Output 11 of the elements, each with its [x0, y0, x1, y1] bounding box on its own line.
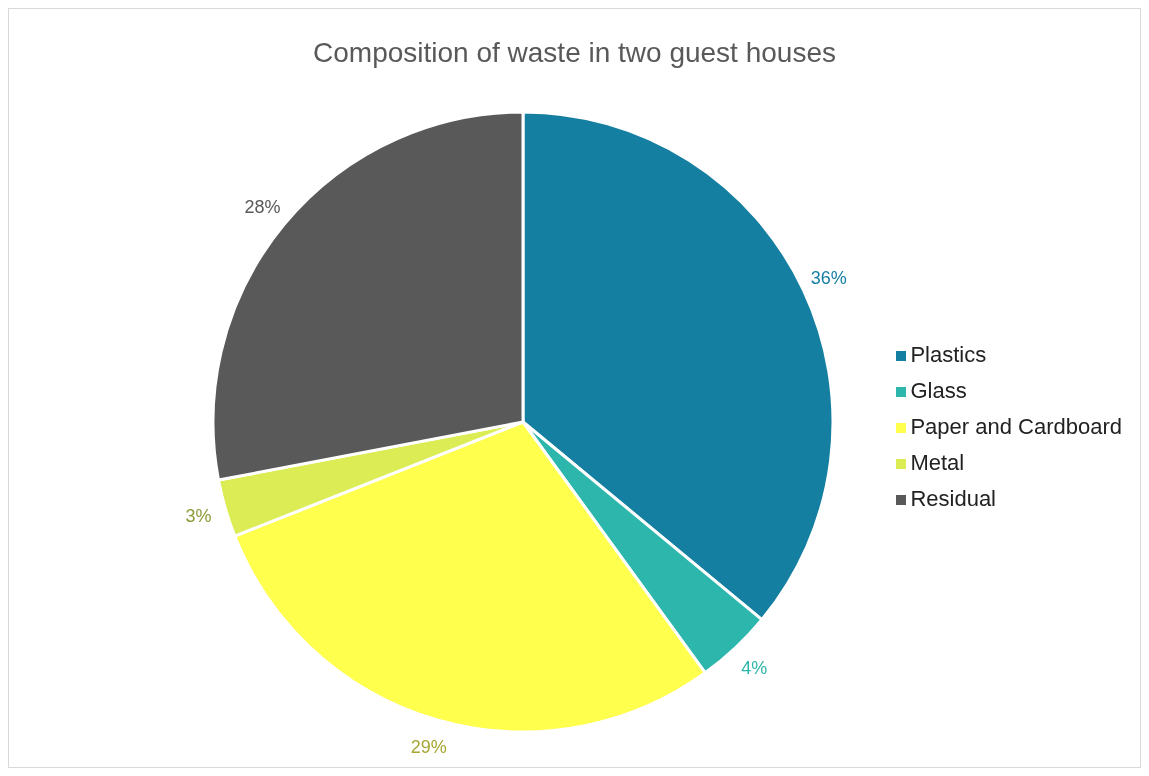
- legend-label: Metal: [910, 450, 965, 475]
- legend-label: Paper and Cardboard: [910, 414, 1122, 439]
- legend-label: Glass: [910, 378, 967, 403]
- data-label: 36%: [810, 268, 847, 289]
- legend-label: Residual: [910, 486, 997, 511]
- data-label: 3%: [185, 506, 212, 527]
- data-label: 29%: [410, 736, 447, 757]
- legend-label: Plastics: [910, 342, 987, 367]
- chart-title: Composition of waste in two guest houses: [312, 36, 837, 70]
- data-label: 28%: [244, 196, 281, 217]
- data-label: 4%: [741, 658, 768, 679]
